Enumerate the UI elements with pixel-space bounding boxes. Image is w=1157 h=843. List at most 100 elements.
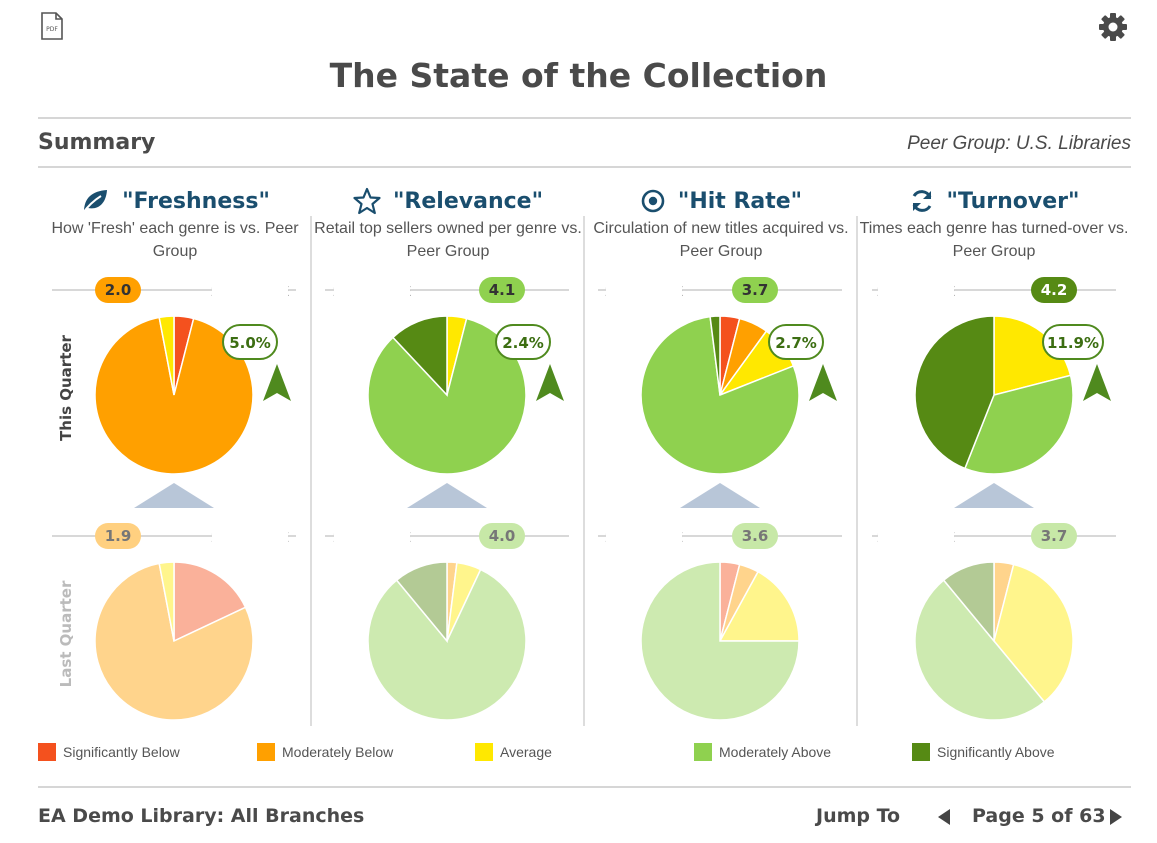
column-title: "Freshness" (122, 188, 270, 214)
legend-swatch (912, 743, 930, 761)
jump-to-button[interactable]: Jump To (816, 805, 901, 827)
legend-item-significantly-above: Significantly Above (912, 743, 1055, 761)
column-divider (583, 216, 585, 726)
trend-up-arrow-icon (1083, 364, 1111, 401)
summary-divider (38, 166, 1131, 168)
trend-up-arrow-icon (536, 364, 564, 401)
column-divider (856, 216, 858, 726)
pie-slice-average (718, 570, 800, 642)
score-label-bg (878, 280, 954, 300)
pie-slice-moderately-above (963, 374, 1074, 475)
change-bubble (495, 324, 551, 360)
score-badge (732, 277, 778, 303)
pdf-icon-label: PDF (46, 26, 58, 33)
leaf-icon (82, 190, 108, 214)
library-name: EA Demo Library: All Branches (38, 805, 365, 827)
pie-slice-average (158, 561, 175, 642)
pie-chart-last-quarter: 1-5 SCORE3.7 (872, 523, 1116, 721)
pie-slice-significantly-above (709, 315, 721, 396)
change-value: 11.9% (1047, 334, 1099, 352)
change-bubble (222, 324, 278, 360)
score-value: 3.6 (742, 527, 769, 545)
page-title: The State of the Collection (329, 56, 828, 95)
next-page-button[interactable] (1107, 807, 1125, 827)
trend-up-arrow-icon (809, 364, 837, 401)
pie-slice-average (993, 315, 1072, 396)
column-hit-rate: "Hit Rate" Circulation of new titles acq… (584, 186, 858, 263)
gear-icon[interactable] (1097, 11, 1129, 43)
column-title: "Hit Rate" (677, 188, 803, 214)
pie-chart-last-quarter: 1-5 SCORE1.9 (52, 523, 296, 721)
pdf-icon[interactable]: PDF (40, 12, 64, 40)
row-label-this-quarter: This Quarter (57, 334, 75, 440)
legend-item-significantly-below: Significantly Below (38, 743, 180, 761)
score-label-bg (212, 280, 288, 300)
score-value: 2.0 (105, 281, 132, 299)
column-relevance: "Relevance" Retail top sellers owned per… (311, 186, 585, 263)
pie-slice-moderately-below (94, 562, 254, 721)
previous-page-button[interactable] (935, 807, 953, 827)
triangle-left-icon (938, 809, 950, 825)
score-label-bg (212, 526, 288, 546)
pie-chart-last-quarter: 1-5 SCORE3.6 (598, 523, 842, 721)
comparison-pointer-icon (954, 483, 1034, 508)
footer-divider (38, 786, 1131, 788)
score-badge (732, 523, 778, 549)
score-value: 4.0 (489, 527, 516, 545)
score-label-bg (334, 526, 410, 546)
column-title: "Relevance" (392, 188, 544, 214)
score-value: 1.9 (105, 527, 132, 545)
pie-slice-significantly-above (914, 315, 995, 470)
comparison-pointer-icon (134, 483, 214, 508)
pie-chart-this-quarter: 1-5 SCORE4.211.9% (872, 277, 1116, 508)
legend-label: Significantly Below (63, 744, 180, 760)
legend-item-moderately-below: Moderately Below (257, 743, 393, 761)
legend-swatch (38, 743, 56, 761)
page-indicator: Page 5 of 63 (972, 805, 1106, 827)
score-value: 3.7 (1041, 527, 1068, 545)
pie-slice-moderately-above (640, 561, 800, 721)
pie-chart-last-quarter: 1-5 SCORE4.0 (325, 523, 569, 721)
pie-chart-this-quarter: 1-5 SCORE2.05.0% (52, 277, 296, 508)
pie-slice-significantly-below (173, 561, 247, 643)
star-icon (353, 187, 381, 215)
column-description: Times each genre has turned-over vs. Pee… (859, 220, 1129, 260)
pie-slice-moderately-above (640, 315, 800, 475)
score-label-bg (878, 526, 954, 546)
score-value: 3.7 (742, 281, 769, 299)
legend-label: Moderately Below (282, 744, 394, 760)
score-label-bg (334, 280, 410, 300)
legend-swatch (475, 743, 493, 761)
pie-slice-moderately-above (914, 579, 1046, 721)
score-badge (1031, 523, 1077, 549)
change-value: 2.4% (502, 334, 544, 352)
change-value: 5.0% (229, 334, 271, 352)
change-value: 2.7% (775, 334, 817, 352)
target-icon (641, 189, 665, 213)
score-badge (1031, 277, 1077, 303)
score-value: 4.1 (489, 281, 516, 299)
column-title: "Turnover" (946, 188, 1080, 214)
peer-group-label: Peer Group: U.S. Libraries (907, 133, 1131, 154)
legend-label: Average (500, 744, 552, 760)
legend-swatch (694, 743, 712, 761)
pie-slice-significantly-above (391, 315, 448, 397)
column-description: Circulation of new titles acquired vs. P… (593, 220, 849, 260)
pie-slice-average (158, 315, 175, 396)
pie-chart-this-quarter: 1-5 SCORE4.12.4% (325, 277, 569, 508)
change-bubble (768, 324, 824, 360)
row-label-last-quarter: Last Quarter (57, 580, 75, 687)
legend-label: Significantly Above (937, 744, 1055, 760)
column-divider (310, 216, 312, 726)
comparison-pointer-icon (407, 483, 487, 508)
refresh-icon (912, 190, 931, 212)
score-label-bg (606, 280, 682, 300)
score-badge (95, 277, 141, 303)
column-freshness: "Freshness" How 'Fresh' each genre is vs… (38, 186, 312, 263)
title-divider (38, 117, 1131, 119)
triangle-right-icon (1110, 809, 1122, 825)
pie-chart-this-quarter: 1-5 SCORE3.72.7% (598, 277, 842, 508)
score-badge (479, 277, 525, 303)
score-label-bg (606, 526, 682, 546)
